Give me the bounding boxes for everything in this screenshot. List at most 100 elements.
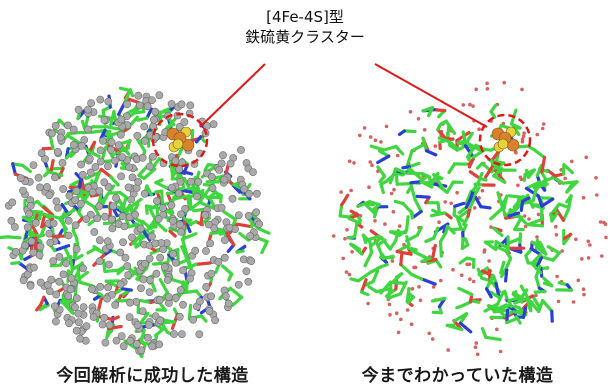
right-bond bbox=[376, 154, 391, 165]
left-hydrogen bbox=[36, 278, 45, 287]
left-bond bbox=[119, 289, 131, 298]
left-hydrogen bbox=[167, 100, 176, 108]
left-hydrogen bbox=[30, 263, 38, 272]
left-hydrogen bbox=[205, 307, 214, 316]
left-hydrogen bbox=[25, 209, 33, 218]
left-hydrogen bbox=[116, 280, 125, 289]
left-hydrogen bbox=[96, 282, 105, 291]
left-bond bbox=[121, 287, 133, 292]
right-water bbox=[485, 87, 490, 91]
left-hydrogen bbox=[82, 215, 91, 223]
left-hydrogen bbox=[35, 251, 44, 259]
right-bond bbox=[526, 217, 544, 227]
right-water bbox=[474, 87, 479, 92]
left-caption: 今回解析に成功した構造 bbox=[56, 366, 249, 386]
right-water bbox=[366, 301, 370, 306]
right-water bbox=[534, 293, 538, 298]
left-hydrogen bbox=[65, 319, 73, 328]
left-bond bbox=[136, 137, 147, 153]
left-hydrogen bbox=[164, 293, 173, 301]
right-bond bbox=[445, 180, 455, 194]
right-protein-sticks bbox=[338, 103, 579, 342]
left-hydrogen bbox=[59, 185, 68, 193]
right-bond bbox=[537, 299, 545, 313]
left-bond bbox=[220, 264, 234, 276]
left-hydrogen bbox=[72, 326, 81, 335]
left-bond bbox=[105, 125, 123, 131]
left-hydrogen bbox=[246, 232, 254, 240]
left-hydrogen bbox=[72, 245, 81, 254]
left-bond bbox=[192, 207, 205, 213]
left-hydrogen bbox=[170, 330, 178, 338]
right-water-dots bbox=[331, 80, 608, 357]
left-bond bbox=[66, 134, 82, 145]
right-bond bbox=[452, 213, 465, 223]
right-water bbox=[523, 224, 528, 229]
left-hydrogen bbox=[140, 122, 149, 131]
left-hydrogen bbox=[155, 91, 164, 100]
right-water bbox=[581, 287, 586, 292]
right-bond bbox=[340, 193, 350, 207]
right-bond bbox=[494, 240, 509, 250]
right-bond bbox=[531, 188, 538, 203]
left-bond bbox=[152, 261, 170, 266]
right-water bbox=[502, 80, 507, 85]
left-hydrogen bbox=[148, 232, 156, 241]
left-hydrogen bbox=[134, 177, 143, 186]
right-bond bbox=[519, 199, 525, 212]
left-cluster-highlight-circle bbox=[151, 112, 209, 168]
right-water bbox=[477, 127, 481, 131]
left-hydrogen bbox=[119, 238, 127, 247]
right-water bbox=[563, 176, 567, 181]
right-bond bbox=[492, 308, 510, 314]
left-hydrogen bbox=[95, 257, 104, 266]
left-hydrogen bbox=[104, 162, 112, 171]
left-hydrogen bbox=[67, 274, 76, 282]
right-bond bbox=[540, 197, 555, 208]
right-bond bbox=[382, 144, 398, 152]
left-hydrogen bbox=[77, 199, 85, 208]
right-water bbox=[520, 87, 524, 92]
right-water bbox=[471, 104, 475, 108]
left-hydrogen bbox=[244, 277, 253, 286]
left-bond bbox=[139, 328, 146, 344]
left-hydrogen bbox=[103, 294, 111, 303]
right-bond bbox=[485, 287, 493, 299]
left-bond bbox=[109, 175, 120, 187]
right-bond bbox=[405, 233, 419, 243]
right-bond bbox=[494, 281, 501, 299]
left-bond bbox=[123, 88, 132, 104]
left-hydrogen bbox=[152, 197, 161, 205]
left-bond bbox=[145, 184, 153, 197]
left-bond bbox=[145, 107, 153, 120]
left-hydrogen bbox=[88, 188, 97, 197]
left-hydrogen bbox=[34, 173, 43, 182]
right-cluster-highlight-circle bbox=[478, 113, 532, 167]
left-bond bbox=[164, 117, 177, 131]
right-water bbox=[387, 302, 392, 307]
left-hydrogen bbox=[71, 221, 80, 230]
left-hydrogen bbox=[54, 203, 62, 212]
left-bond bbox=[260, 240, 269, 255]
left-hydrogen bbox=[149, 115, 158, 124]
left-hydrogen bbox=[52, 197, 61, 206]
right-bond bbox=[447, 162, 457, 175]
right-water bbox=[595, 193, 599, 197]
right-bond bbox=[516, 213, 528, 225]
left-hydrogen bbox=[117, 115, 126, 124]
left-hydrogen bbox=[204, 220, 213, 229]
left-hydrogen bbox=[62, 259, 70, 268]
right-water bbox=[391, 210, 396, 214]
left-hydrogen bbox=[47, 275, 56, 284]
right-bond bbox=[405, 215, 410, 232]
left-hydrogen bbox=[64, 292, 73, 300]
left-hydrogen bbox=[74, 309, 83, 318]
left-hydrogen bbox=[163, 276, 172, 284]
left-hydrogen bbox=[169, 216, 177, 225]
right-bond bbox=[519, 284, 530, 301]
left-hydrogen bbox=[120, 222, 129, 231]
right-bond bbox=[370, 235, 383, 247]
right-water bbox=[350, 250, 354, 254]
right-bond bbox=[489, 315, 507, 320]
left-hydrogen bbox=[77, 141, 86, 150]
